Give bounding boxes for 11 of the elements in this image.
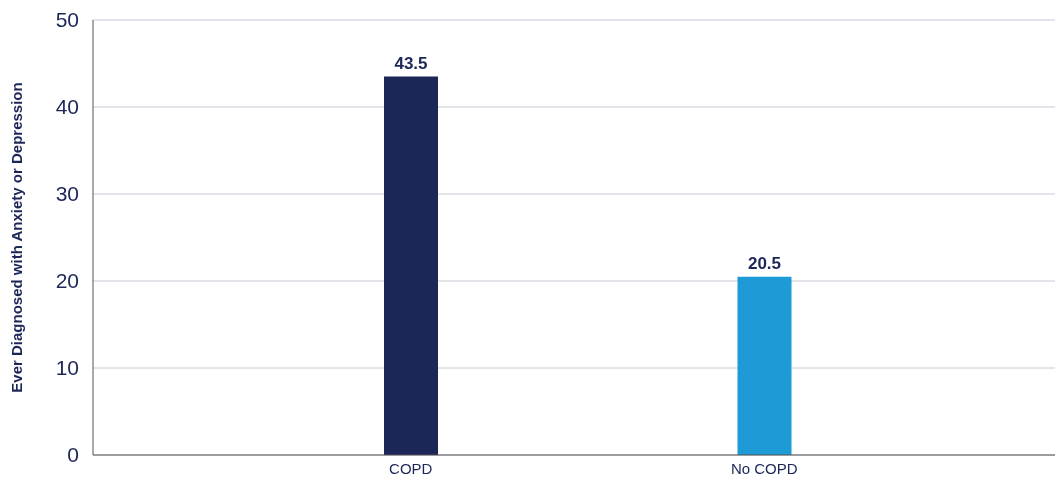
y-tick-label: 50 — [55, 8, 79, 32]
y-tick-label: 30 — [55, 182, 79, 206]
x-tick-label: COPD — [389, 459, 433, 477]
x-tick-label: No COPD — [730, 459, 798, 477]
y-tick-label: 0 — [67, 443, 79, 467]
y-tick-label: 20 — [55, 269, 79, 293]
y-tick-label: 10 — [55, 356, 79, 380]
data-label: 43.5 — [394, 53, 428, 73]
y-tick-label: 40 — [55, 95, 79, 119]
y-axis-title: Ever Diagnosed with Anxiety or Depression — [8, 82, 26, 393]
data-label: 20.5 — [747, 253, 782, 273]
